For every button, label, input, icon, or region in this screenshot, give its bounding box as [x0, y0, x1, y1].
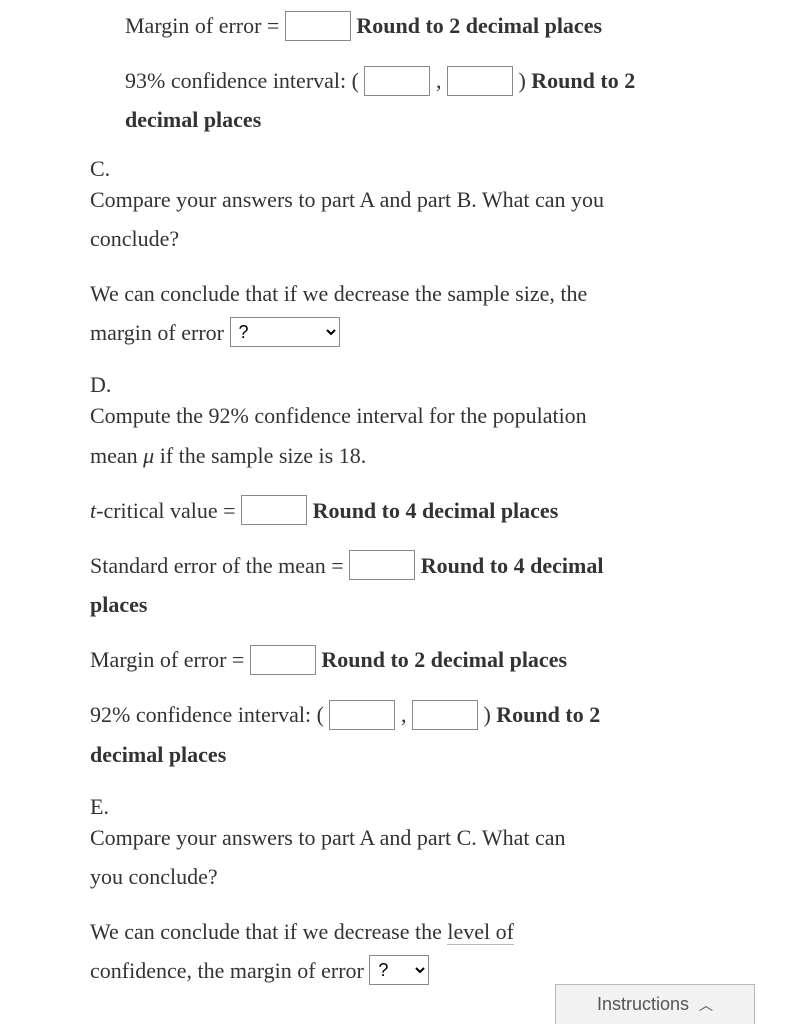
- tcrit-input[interactable]: [241, 495, 307, 525]
- ci-close-paren: ): [518, 68, 525, 93]
- part-c-ans1: We can conclude that if we decrease the …: [90, 276, 737, 311]
- part-d-q2a: mean: [90, 443, 143, 468]
- part-e-ans1a: We can conclude that if we decrease the: [90, 919, 447, 944]
- round-to-2-d: Round to 2: [496, 702, 600, 727]
- round-to-2: Round to 2: [531, 68, 635, 93]
- part-e-q2: you conclude?: [90, 859, 737, 894]
- moe-label: Margin of error =: [125, 13, 279, 38]
- moe-d-label: Margin of error =: [90, 647, 244, 672]
- se-input[interactable]: [349, 550, 415, 580]
- decimal-places: decimal places: [125, 107, 261, 132]
- instructions-label: Instructions: [597, 994, 689, 1015]
- part-c-ans2: margin of error: [90, 320, 224, 345]
- round-2dp: Round to 2 decimal places: [356, 13, 602, 38]
- ci-92-close-paren: ): [483, 702, 490, 727]
- round-2dp-d: Round to 2 decimal places: [321, 647, 567, 672]
- part-e-q1: Compare your answers to part A and part …: [90, 820, 737, 855]
- part-c-q2: conclude?: [90, 221, 737, 256]
- ci-comma: ,: [436, 68, 442, 93]
- round-4dp: Round to 4 decimal places: [313, 498, 559, 523]
- chevron-up-icon: ︿: [699, 995, 713, 1015]
- ci-92-upper-input[interactable]: [412, 700, 478, 730]
- ci-93-upper-input[interactable]: [447, 66, 513, 96]
- part-d-q1: Compute the 92% confidence interval for …: [90, 403, 587, 428]
- moe-d-input[interactable]: [250, 645, 316, 675]
- part-d-q2b: if the sample size is 18.: [154, 443, 366, 468]
- part-c-select[interactable]: ?: [230, 317, 340, 347]
- part-c-letter: C.: [90, 156, 125, 182]
- moe-input[interactable]: [285, 11, 351, 41]
- part-e-letter: E.: [90, 794, 125, 820]
- ci-93-lower-input[interactable]: [364, 66, 430, 96]
- part-d-letter: D.: [90, 372, 125, 398]
- round-4dp-b: Round to 4 decimal: [421, 553, 604, 578]
- ci-92-comma: ,: [401, 702, 407, 727]
- instructions-tab[interactable]: Instructions ︿: [555, 984, 755, 1024]
- ci-93-label: 93% confidence interval: (: [125, 68, 359, 93]
- places: places: [90, 592, 147, 617]
- part-e-ans1b: level of: [447, 919, 514, 945]
- tcrit-label: -critical value =: [96, 498, 235, 523]
- decimal-places-d: decimal places: [90, 742, 226, 767]
- part-e-ans2: confidence, the margin of error: [90, 958, 364, 983]
- ci-92-label: 92% confidence interval: (: [90, 702, 324, 727]
- mu-symbol: μ: [143, 443, 154, 468]
- part-c-q1: Compare your answers to part A and part …: [90, 182, 737, 217]
- se-label: Standard error of the mean =: [90, 553, 344, 578]
- ci-92-lower-input[interactable]: [329, 700, 395, 730]
- part-e-select[interactable]: ?: [369, 955, 429, 985]
